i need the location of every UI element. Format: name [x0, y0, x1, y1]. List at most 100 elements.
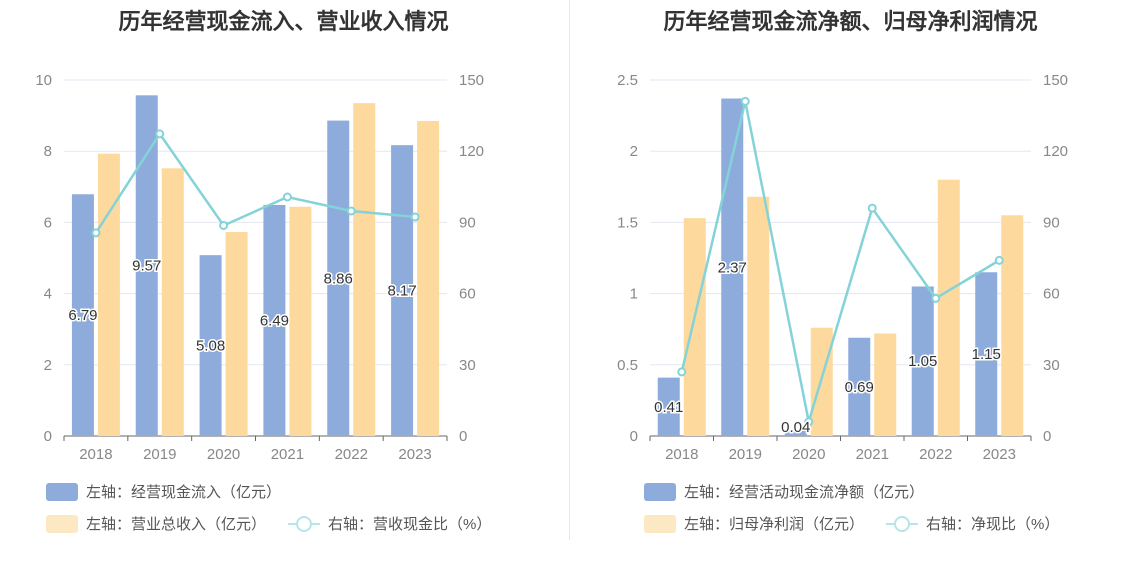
x-tick-label: 2019: [729, 446, 762, 463]
y-left-tick-label: 8: [44, 143, 52, 160]
legend-label: 右轴：营收现金比（%）: [328, 516, 492, 533]
line-point: [91, 228, 101, 238]
bar-series-1: [784, 430, 807, 436]
line-series: [680, 101, 1000, 423]
y-right-tick-label: 90: [459, 214, 476, 231]
x-tick-label: 2022: [919, 446, 952, 463]
x-tick-label: 2018: [665, 446, 698, 463]
y-right-tick-label: 0: [1043, 428, 1051, 445]
x-tick-label: 2021: [271, 446, 304, 463]
bar-series-2: [289, 206, 312, 436]
legend-swatch-bar-2: [46, 514, 78, 533]
bar-data-label: 8.17: [387, 283, 416, 300]
y-right-tick-label: 90: [1043, 214, 1060, 231]
bar-series-2: [225, 232, 248, 436]
legend-swatch-bar-1: [644, 482, 676, 501]
line-point: [867, 203, 877, 213]
y-left-tick-label: 10: [35, 72, 52, 89]
chart-title: 历年经营现金流净额、归母净利润情况: [663, 9, 1038, 34]
legend-swatch-line: [288, 515, 321, 533]
bar-data-label: 1.05: [908, 353, 937, 370]
legend-label: 左轴：归母净利润（亿元）: [684, 516, 865, 533]
line-point: [410, 212, 420, 222]
line-point: [931, 293, 941, 303]
bar-series-1: [911, 286, 934, 436]
y-right-tick-label: 120: [1043, 143, 1068, 160]
bar-series-1: [975, 272, 998, 436]
bar-data-label: 5.08: [196, 338, 225, 355]
y-left-tick-label: 4: [44, 286, 52, 303]
bar-series-1: [848, 337, 871, 436]
cash-inflow-revenue-chart-panel: 历年经营现金流入、营业收入情况 0 2 4 6 8 10 0 30 60 90 120 150 2018…: [35, 9, 491, 534]
x-tick-label: 2023: [398, 446, 431, 463]
y-right-tick-label: 30: [1043, 357, 1060, 374]
legend-item-series-2[interactable]: 左轴：营业总收入（亿元）: [46, 513, 266, 534]
bar-series-1: [71, 194, 94, 436]
line-point: [219, 220, 229, 230]
y-right-tick-label: 120: [459, 143, 484, 160]
x-tick-label: 2020: [792, 446, 825, 463]
y-left-tick-label: 1: [630, 286, 638, 303]
legend-swatch-bar-2: [644, 514, 676, 533]
net-cash-profit-chart: 0 0.5 1 1.5 2 2.5 0 30 60 90 120 150 2018 2019 2020 202…: [617, 72, 1068, 463]
legend-swatch-bar-1: [46, 482, 78, 501]
x-tick-label: 2021: [856, 446, 889, 463]
y-left-tick-label: 0: [630, 428, 638, 445]
bar-data-label: 0.41: [654, 399, 683, 416]
y-left-tick-label: 6: [44, 214, 52, 231]
line-point: [677, 367, 687, 377]
y-left-tick-label: 1.5: [617, 214, 638, 231]
x-tick-label: 2019: [143, 446, 176, 463]
bar-series-1: [391, 145, 414, 436]
bar-series-2: [937, 179, 960, 436]
legend-item-series-3[interactable]: 右轴：营收现金比（%）: [288, 513, 491, 534]
line-series: [94, 131, 416, 234]
bar-data-label: 8.86: [324, 270, 353, 287]
bar-data-label: 2.37: [718, 259, 747, 276]
y-right-tick-label: 60: [1043, 286, 1060, 303]
line-point: [740, 96, 750, 106]
chart-title: 历年经营现金流入、营业收入情况: [118, 9, 449, 34]
bar-data-label: 6.79: [68, 307, 97, 324]
y-left-tick-label: 2: [630, 143, 638, 160]
bar-series-2: [353, 103, 376, 436]
line-point: [155, 129, 165, 139]
bar-series-1: [199, 255, 222, 436]
bar-series-1: [135, 95, 158, 437]
y-left-tick-label: 2: [44, 357, 52, 374]
bar-series-2: [417, 120, 440, 436]
y-right-tick-label: 150: [459, 72, 484, 89]
bar-data-label: 0.69: [845, 379, 874, 396]
legend-label: 左轴：经营现金流入（亿元）: [86, 484, 282, 501]
line-point: [282, 192, 292, 202]
line-point: [994, 255, 1004, 265]
bar-series-1: [657, 377, 680, 436]
x-tick-label: 2023: [983, 446, 1016, 463]
y-right-tick-label: 60: [459, 286, 476, 303]
y-right-tick-label: 30: [459, 357, 476, 374]
y-right-tick-label: 150: [1043, 72, 1068, 89]
legend-item-series-1[interactable]: 左轴：经营现金流入（亿元）: [46, 481, 281, 502]
bar-series-2: [683, 218, 706, 436]
bar-data-label: 0.04: [781, 419, 810, 436]
y-left-tick-label: 2.5: [617, 72, 638, 89]
legend-label: 左轴：经营活动现金流净额（亿元）: [684, 484, 925, 501]
bar-data-label: 1.15: [972, 346, 1001, 363]
legend-item-series-1[interactable]: 左轴：经营活动现金流净额（亿元）: [644, 481, 924, 502]
bar-series-2: [97, 153, 120, 436]
bar-data-label: 9.57: [132, 258, 161, 275]
line-point: [804, 417, 814, 427]
bar-series-2: [747, 196, 770, 436]
legend-label: 左轴：营业总收入（亿元）: [86, 516, 267, 533]
panel-divider: [569, 0, 570, 540]
legend-label: 右轴：净现比（%）: [926, 516, 1060, 533]
y-left-tick-label: 0.5: [617, 357, 638, 374]
x-tick-label: 2018: [79, 446, 112, 463]
legend-item-series-3[interactable]: 右轴：净现比（%）: [886, 513, 1059, 534]
legend-item-series-2[interactable]: 左轴：归母净利润（亿元）: [644, 513, 864, 534]
legend-swatch-line: [886, 515, 919, 533]
net-cash-profit-chart-panel: 历年经营现金流净额、归母净利润情况 0 0.5 1 1.5 2 2.5 0 30 60 90 120…: [567, 0, 1134, 582]
y-right-tick-label: 0: [459, 428, 467, 445]
bar-series-2: [1001, 215, 1024, 436]
bar-data-label: 6.49: [260, 312, 289, 329]
